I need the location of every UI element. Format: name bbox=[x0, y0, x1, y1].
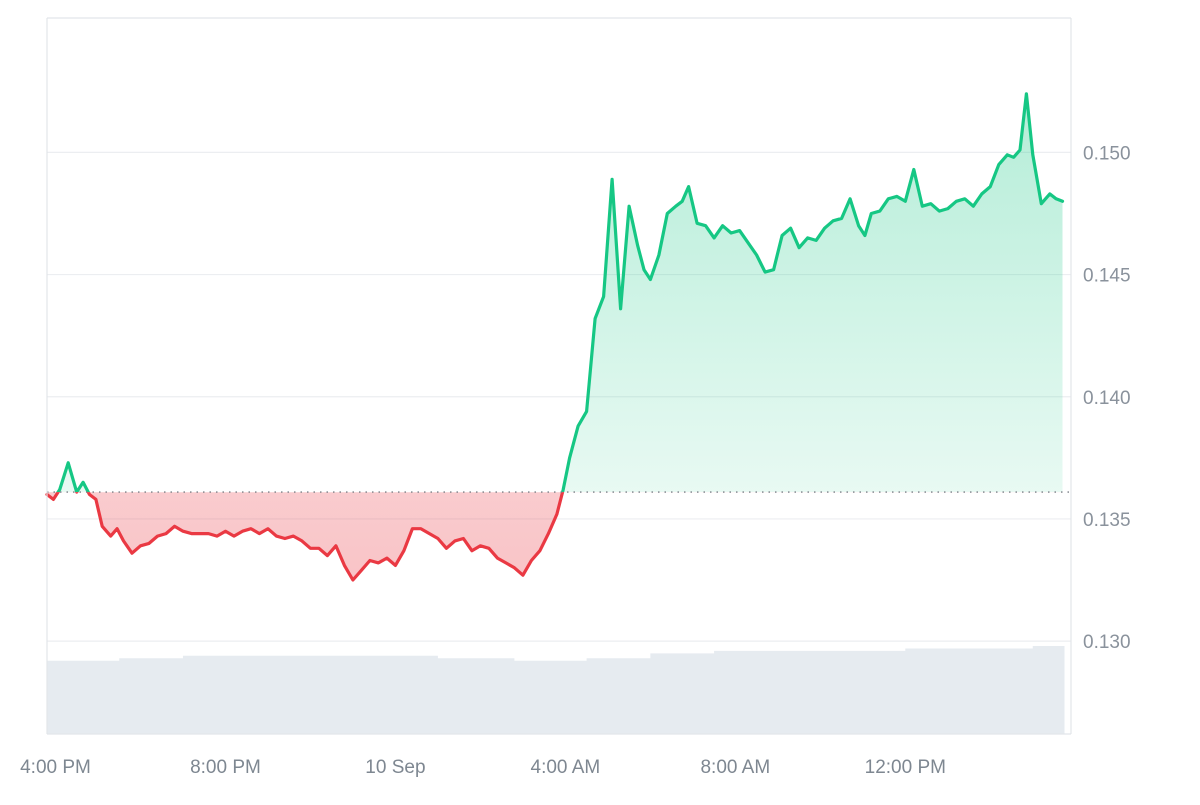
x-tick-label: 4:00 AM bbox=[531, 757, 601, 778]
x-tick-label: 4:00 PM bbox=[20, 757, 91, 778]
x-tick-label: 8:00 AM bbox=[700, 757, 770, 778]
y-tick-label: 0.135 bbox=[1083, 510, 1131, 531]
price-line-above bbox=[56, 92, 1065, 493]
y-tick-label: 0.145 bbox=[1083, 266, 1131, 287]
y-tick-label: 0.150 bbox=[1083, 143, 1131, 164]
x-tick-label: 10 Sep bbox=[365, 757, 425, 778]
y-tick-label: 0.130 bbox=[1083, 632, 1131, 653]
x-tick-label: 12:00 PM bbox=[865, 757, 946, 778]
x-tick-label: 8:00 PM bbox=[190, 757, 261, 778]
area-below-baseline bbox=[47, 492, 563, 580]
volume-bars bbox=[47, 646, 1065, 734]
price-line-below bbox=[45, 492, 565, 582]
y-tick-label: 0.140 bbox=[1083, 388, 1131, 409]
area-above-baseline bbox=[47, 93, 1063, 493]
